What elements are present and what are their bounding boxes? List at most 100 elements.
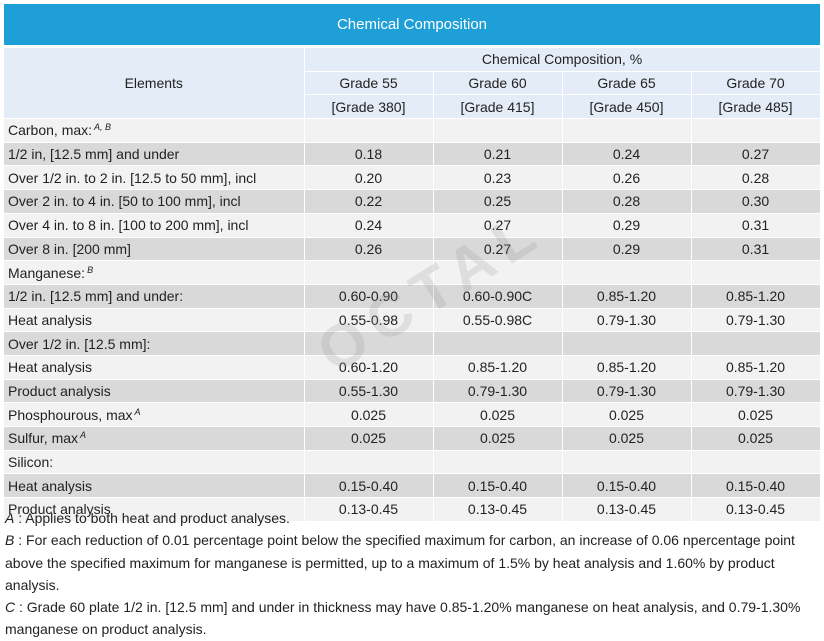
value-cell: 0.20 [304,165,434,191]
value-cell: 0.29 [562,213,692,238]
row-label: 1/2 in. [12.5 mm] and under: [4,284,305,309]
grade-header-line1: Grade 55 [304,71,434,96]
value-cell: 0.27 [433,237,563,262]
row-label: Product analysis [4,497,305,522]
row-label: Sulfur, max A [4,426,305,451]
value-cell: 0.24 [562,142,692,167]
value-cell: 0.15-0.40 [433,473,563,499]
row-label-text: Product analysis [8,382,111,399]
table-row: Over 4 in. to 8 in. [100 to 200 mm], inc… [4,213,821,238]
header-row-group: Elements Chemical Composition, % [4,48,821,120]
value-cell: 0.29 [562,237,692,262]
value-cell [433,260,563,285]
composition-group-text: Chemical Composition, % [481,51,643,68]
value-cell: 0.15-0.40 [304,473,434,499]
value-cell: 0.60-1.20 [304,355,434,380]
elements-header: Elements [4,48,305,120]
value-cell: 0.55-1.30 [304,379,434,404]
value-cell: 0.25 [433,189,563,214]
composition-table: Elements Chemical Composition, % Grade 5… [4,48,821,522]
value-cell: 0.79-1.30 [562,379,692,404]
header-row-grade-metric: [Grade 380] [Grade 415] [Grade 450] [Gra… [4,94,821,120]
footnote-separator: : [14,532,27,549]
footnote-key: C [5,599,16,616]
table-row: Sulfur, max A 0.025 0.025 0.025 0.025 [4,426,821,451]
table-title: Chemical Composition [4,4,820,45]
value-cell [433,118,563,143]
value-cell: 0.28 [691,165,821,191]
row-label: Over 8 in. [200 mm] [4,237,305,262]
value-cell: 0.18 [304,142,434,167]
value-cell: 0.85-1.20 [691,284,821,309]
value-cell: 0.13-0.45 [304,497,434,522]
footnote-key: B [5,532,15,549]
value-cell [562,331,692,356]
table-row: Over 8 in. [200 mm] 0.26 0.27 0.29 0.31 [4,237,821,262]
value-cell: 0.21 [433,142,563,167]
footnote-ref: B [87,264,94,275]
row-label: Over 2 in. to 4 in. [50 to 100 mm], incl [4,189,305,214]
footnote-text: Grade 60 plate 1/2 in. [12.5 mm] and und… [5,599,801,638]
row-label: Silicon: [4,450,305,475]
value-cell: 0.22 [304,189,434,214]
row-label-text: Over 1/2 in. [12.5 mm]: [8,335,151,352]
table-row: Manganese: B [4,260,821,285]
value-cell: 0.025 [691,402,821,427]
row-label: Over 1/2 in. [12.5 mm]: [4,331,305,356]
table-row: Product analysis 0.13-0.45 0.13-0.45 0.13-0… [4,497,821,522]
value-cell: 0.28 [562,189,692,214]
row-label-text: 1/2 in, [12.5 mm] and under [8,146,180,163]
grade-header-line1: Grade 65 [562,71,692,96]
value-cell: 0.30 [691,189,821,214]
footnote-text: For each reduction of 0.01 percentage po… [5,532,795,593]
table-row: Heat analysis 0.15-0.40 0.15-0.40 0.15-0.40… [4,473,821,499]
value-cell: 0.13-0.45 [691,497,821,522]
footnotes: A : Applies to both heat and product ana… [5,507,819,641]
value-cell: 0.025 [691,426,821,451]
row-label: Heat analysis [4,308,305,333]
composition-group-header: Chemical Composition, % [304,48,821,72]
row-label-text: Manganese: [8,264,86,281]
value-cell: 0.60-0.90C [433,284,563,309]
value-cell: 0.26 [304,237,434,262]
value-cell [691,260,821,285]
value-cell: 0.15-0.40 [691,473,821,499]
value-cell: 0.79-1.30 [691,379,821,404]
value-cell [562,260,692,285]
value-cell: 0.79-1.30 [562,308,692,333]
header-row-grade: Grade 55 Grade 60 Grade 65 Grade 70 [4,71,821,96]
value-cell: 0.79-1.30 [433,379,563,404]
value-cell: 0.85-1.20 [433,355,563,380]
value-cell [562,450,692,475]
value-cell: 0.31 [691,237,821,262]
row-label: Over 4 in. to 8 in. [100 to 200 mm], inc… [4,213,305,238]
row-label-text: Over 8 in. [200 mm] [8,240,131,257]
row-label: Product analysis [4,379,305,404]
grade-header-line2: [Grade 380] [304,94,434,120]
value-cell: 0.15-0.40 [562,473,692,499]
row-label-text: Phosphourous, max [8,406,133,423]
value-cell [691,450,821,475]
value-cell [691,118,821,143]
value-cell: 0.85-1.20 [691,355,821,380]
row-label-text: Heat analysis [8,311,93,328]
footnote-ref: A [134,406,141,417]
value-cell: 0.025 [433,426,563,451]
row-label: Heat analysis [4,473,305,499]
footnote-separator: : [15,599,27,616]
value-cell: 0.55-0.98C [433,308,563,333]
grade-header-line1: Grade 60 [433,71,563,96]
value-cell [304,331,434,356]
value-cell: 0.60-0.90 [304,284,434,309]
value-cell: 0.025 [562,402,692,427]
table-row: Over 2 in. to 4 in. [50 to 100 mm], incl… [4,189,821,214]
row-label-text: Sulfur, max [8,430,79,447]
value-cell: 0.23 [433,165,563,191]
row-label: Manganese: B [4,260,305,285]
footnote: A : Applies to both heat and product ana… [5,507,819,529]
footnote-separator: : [14,510,26,526]
title-text: Chemical Composition [336,16,488,33]
row-label: Over 1/2 in. to 2 in. [12.5 to 50 mm], i… [4,165,305,191]
row-label: Heat analysis [4,355,305,380]
